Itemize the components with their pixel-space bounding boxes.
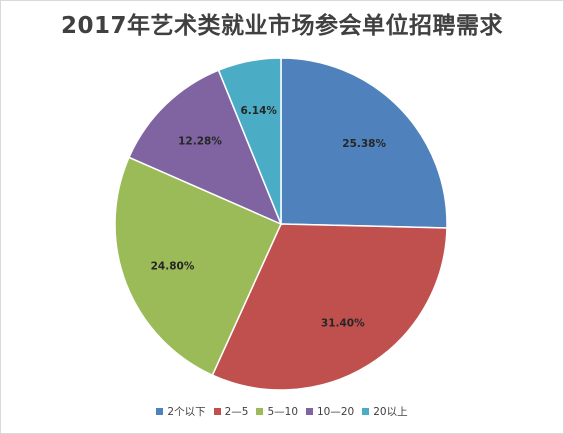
legend-label: 2个以下 bbox=[167, 406, 206, 418]
legend-label: 10—20 bbox=[317, 405, 355, 418]
data-label-1: 25.38% bbox=[342, 138, 386, 150]
legend-item-4: 10—20 bbox=[306, 406, 354, 418]
data-label-3: 24.80% bbox=[151, 261, 195, 273]
pie-slice-1 bbox=[280, 57, 448, 229]
data-label-4: 12.28% bbox=[178, 136, 222, 148]
legend-item-3: 5—10 bbox=[256, 406, 298, 418]
legend-swatch bbox=[213, 408, 221, 415]
pie-slice-3 bbox=[114, 156, 282, 377]
pie-slice-5 bbox=[217, 57, 282, 225]
data-label-2: 31.40% bbox=[321, 317, 365, 329]
legend-swatch bbox=[362, 408, 370, 415]
chart-legend: 2个以下 2—5 5—10 10—20 20以上 bbox=[0, 404, 564, 419]
legend-item-1: 2个以下 bbox=[156, 404, 206, 419]
legend-swatch bbox=[306, 408, 313, 415]
legend-label: 20以上 bbox=[373, 406, 408, 418]
legend-swatch bbox=[156, 408, 164, 415]
legend-item-5: 20以上 bbox=[362, 404, 408, 419]
legend-item-2: 2—5 bbox=[213, 405, 249, 418]
legend-swatch bbox=[256, 408, 264, 415]
legend-label: 5—10 bbox=[267, 405, 298, 418]
chart-title: 2017年艺术类就业市场参会单位招聘需求 bbox=[60, 13, 503, 39]
pie-slice-4 bbox=[128, 69, 283, 226]
pie-slice-2 bbox=[211, 223, 448, 391]
data-label-5: 6.14% bbox=[241, 105, 278, 117]
legend-label: 2—5 bbox=[224, 405, 249, 418]
